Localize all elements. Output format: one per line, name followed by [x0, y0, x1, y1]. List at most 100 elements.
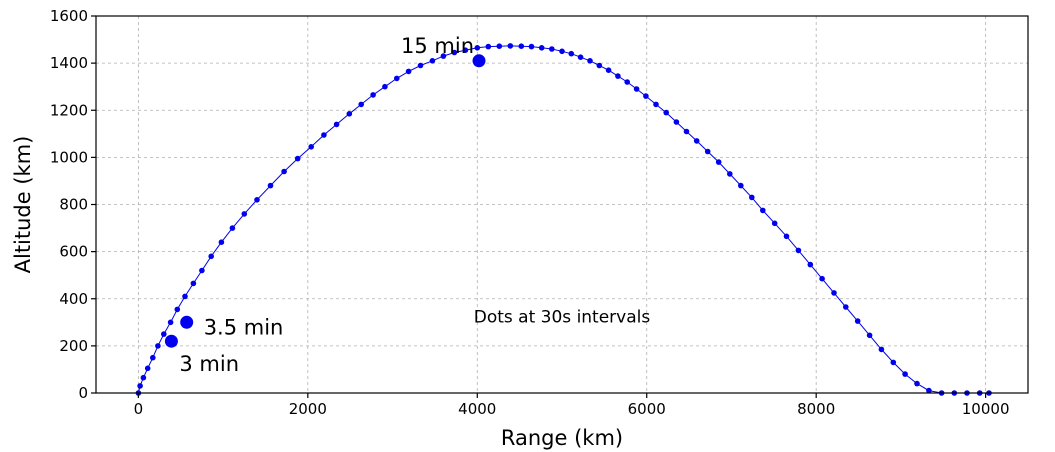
trajectory-point [429, 58, 436, 64]
y-axis-title: Altitude (km) [11, 136, 35, 274]
trajectory-point [653, 101, 659, 108]
trajectory-point [843, 304, 849, 310]
trajectory-point [294, 155, 301, 162]
trajectory-point [440, 53, 447, 59]
x-tick-label: 6000 [628, 400, 666, 418]
trajectory-point [760, 207, 766, 214]
trajectory-point [795, 247, 802, 254]
trajectory-point [538, 45, 545, 51]
trajectory-series [135, 43, 992, 396]
highlight-label: 3 min [179, 352, 239, 376]
trajectory-point [615, 73, 621, 79]
highlight-point [472, 54, 486, 68]
trajectory-point [218, 239, 225, 245]
trajectory-line [137, 45, 989, 394]
trajectory-point [405, 68, 412, 75]
y-tick-label: 1000 [50, 148, 88, 166]
trajectory-point [643, 93, 649, 99]
trajectory-point [161, 331, 167, 337]
x-tick-label: 10000 [962, 400, 1010, 418]
trajectory-point [370, 92, 376, 98]
trajectory-point [704, 148, 711, 155]
x-tick-label: 2000 [289, 400, 327, 418]
trajectory-point [559, 48, 565, 55]
highlight-point [164, 334, 178, 348]
trajectory-point [633, 86, 640, 92]
trajectory-point [462, 47, 469, 53]
trajectory-point [831, 290, 837, 296]
trajectory-point [155, 343, 161, 349]
trajectory-point [140, 374, 147, 381]
highlight-points: 3 min 3.5 min 15 min [164, 34, 486, 376]
trajectory-point [605, 67, 612, 73]
trajectory-point [333, 121, 340, 128]
trajectory-point [150, 354, 156, 361]
highlight-point [180, 315, 194, 329]
trajectory-point [663, 109, 669, 116]
trajectory-point [208, 253, 214, 260]
axes: 0 2000 4000 6000 8000 10000 0 200 400 600 800 1000 1… [50, 7, 1010, 418]
trajectory-point [577, 54, 584, 60]
trajectory-point [771, 220, 778, 227]
y-tick-label: 600 [59, 243, 88, 261]
y-tick-label: 1600 [50, 7, 88, 25]
trajectory-point [496, 43, 503, 49]
trajectory-point [254, 197, 260, 203]
trajectory-point [346, 111, 353, 117]
trajectory-point [528, 43, 535, 50]
trajectory-point [738, 182, 744, 189]
trajectory-point [854, 318, 861, 324]
highlight-label: 3.5 min [204, 315, 284, 339]
trajectory-point [807, 261, 814, 268]
trajectory-point [549, 46, 555, 52]
trajectory-point [596, 62, 603, 69]
trajectory-point [783, 233, 790, 240]
highlight-label: 15 min [401, 34, 474, 58]
trajectory-point [518, 43, 525, 49]
y-tick-label: 800 [59, 196, 88, 214]
y-tick-label: 1200 [50, 101, 88, 119]
trajectory-point [321, 132, 327, 138]
trajectory-point [394, 75, 400, 82]
trajectory-point [878, 346, 885, 353]
y-tick-label: 400 [59, 290, 88, 308]
trajectory-point [485, 43, 492, 50]
trajectory-point [358, 101, 365, 108]
trajectory-point [568, 50, 575, 57]
trajectory-point [308, 144, 315, 150]
trajectory-point [417, 62, 424, 69]
trajectory-point [174, 306, 181, 313]
y-tick-label: 0 [78, 384, 88, 402]
trajectory-point [190, 280, 197, 287]
trajectory-point [451, 49, 458, 56]
x-axis-title: Range (km) [501, 426, 623, 450]
trajectory-point [167, 319, 174, 326]
trajectory-point [281, 168, 287, 175]
trajectory-point [693, 138, 700, 144]
interval-annotation: Dots at 30s intervals [474, 307, 651, 327]
trajectory-point [914, 380, 920, 387]
trajectory-point [144, 365, 151, 372]
trajectory-point [199, 267, 205, 274]
x-tick-label: 8000 [797, 400, 835, 418]
trajectory-point [624, 79, 630, 85]
y-tick-label: 1400 [50, 54, 88, 72]
trajectory-point [507, 43, 514, 49]
trajectory-point [241, 211, 248, 217]
trajectory-point [587, 58, 593, 64]
trajectory-point [673, 119, 680, 125]
x-tick-label: 4000 [458, 400, 496, 418]
trajectory-point [137, 383, 143, 389]
trajectory-point [683, 128, 690, 135]
trajectory-point [866, 332, 873, 339]
trajectory-point [715, 159, 722, 165]
trajectory-point [474, 45, 481, 51]
trajectory-point [926, 387, 932, 394]
trajectory-point [229, 225, 236, 231]
trajectory-point [727, 171, 733, 177]
trajectory-point [819, 275, 825, 282]
trajectory-point [382, 83, 388, 90]
trajectory-point [890, 359, 897, 366]
trajectory-point [267, 182, 274, 189]
